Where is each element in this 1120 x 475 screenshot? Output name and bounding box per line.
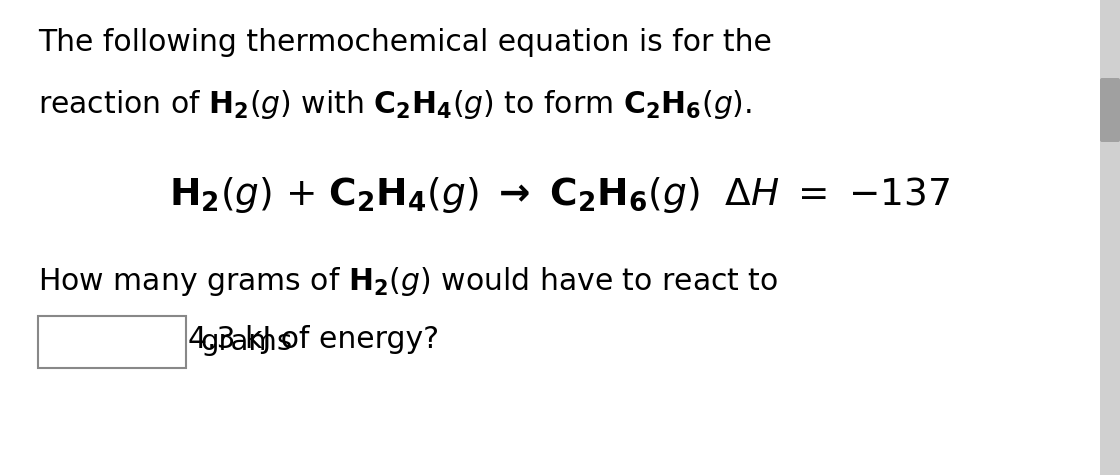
Text: $\mathbf{H_2}$($\mathit{g}$) + $\mathbf{C_2H_4}$($\mathit{g}$) $\mathbf{\rightar: $\mathbf{H_2}$($\mathit{g}$) + $\mathbf{…	[169, 175, 951, 215]
Text: grams: grams	[200, 328, 292, 356]
Text: The following thermochemical equation is for the: The following thermochemical equation is…	[38, 28, 772, 57]
Bar	[38, 316, 186, 368]
FancyBboxPatch shape	[1100, 78, 1120, 142]
Text: reaction of $\mathbf{H_2}$($\mathit{g}$) with $\mathbf{C_2H_4}$($\mathit{g}$) to: reaction of $\mathbf{H_2}$($\mathit{g}$)…	[38, 88, 752, 121]
Text: produce 34.3 kJ of energy?: produce 34.3 kJ of energy?	[38, 325, 439, 354]
Text: How many grams of $\mathbf{H_2}$($\mathit{g}$) would have to react to: How many grams of $\mathbf{H_2}$($\mathi…	[38, 265, 778, 298]
Bar	[1100, 0, 1120, 475]
